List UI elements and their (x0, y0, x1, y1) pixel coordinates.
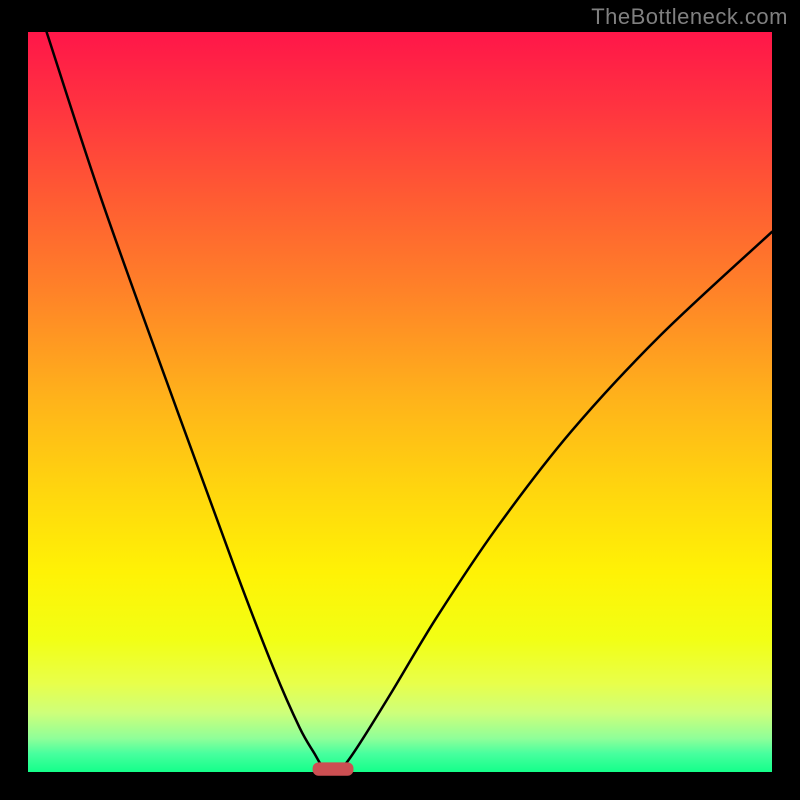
watermark-text: TheBottleneck.com (591, 4, 788, 30)
optimal-point-marker (313, 762, 354, 775)
bottleneck-chart (28, 32, 772, 772)
gradient-background (28, 32, 772, 772)
